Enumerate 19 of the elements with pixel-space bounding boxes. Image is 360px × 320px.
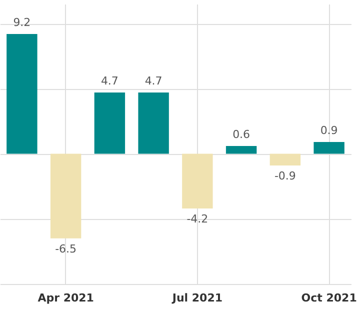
data-label: 9.2 [13, 16, 31, 29]
bar [314, 142, 344, 154]
bar [50, 154, 82, 238]
bar [226, 146, 257, 154]
bar [6, 34, 38, 154]
data-label: -4.2 [186, 212, 208, 226]
data-label: 4.7 [144, 74, 162, 88]
data-label: -6.5 [55, 242, 77, 256]
x-tick-label: Apr 2021 [38, 292, 94, 304]
bar [138, 92, 169, 154]
data-label: -0.9 [274, 169, 296, 182]
bar [270, 154, 301, 166]
data-label: 4.7 [100, 74, 118, 88]
x-tick-label: Oct 2021 [301, 292, 357, 304]
data-label: 0.9 [320, 124, 338, 138]
bar [94, 92, 126, 154]
x-tick-label: Jul 2021 [171, 292, 223, 304]
data-label: 0.6 [232, 128, 250, 141]
bar [182, 154, 213, 208]
